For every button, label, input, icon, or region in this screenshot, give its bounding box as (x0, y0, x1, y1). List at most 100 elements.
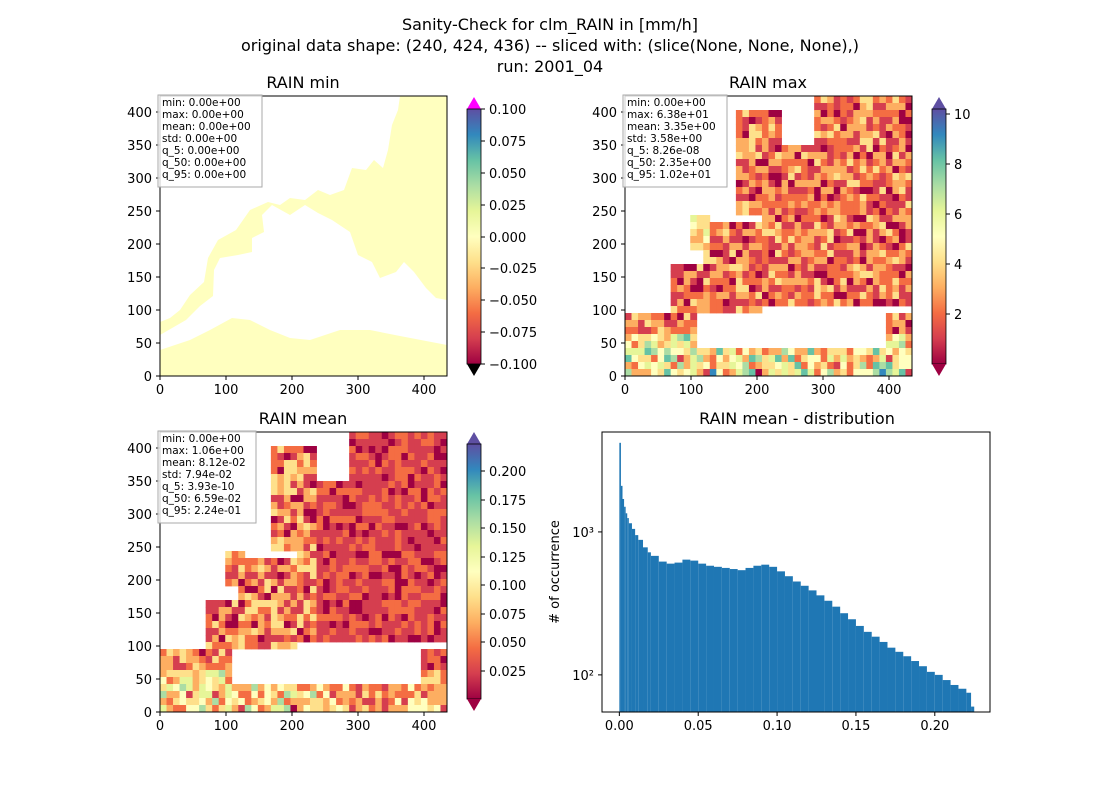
map-cell (898, 299, 906, 307)
map-cell (801, 229, 809, 237)
map-cell (885, 103, 893, 111)
map-cell (846, 131, 854, 139)
map-cell (898, 334, 906, 342)
map-cell (433, 607, 441, 615)
map-cell (859, 348, 867, 356)
map-cell (355, 635, 363, 643)
map-cell (735, 250, 743, 258)
map-cell (775, 292, 782, 300)
map-cell (296, 579, 304, 587)
map-cell (270, 474, 278, 482)
map-cell (696, 271, 704, 279)
map-cell (781, 257, 789, 265)
map-cell (683, 278, 691, 286)
map-cell (433, 488, 441, 496)
map-cell (323, 537, 330, 545)
map-cell (885, 215, 893, 223)
map-cell (827, 208, 835, 216)
map-cell (329, 544, 337, 552)
map-cell (775, 362, 782, 370)
map-cell (244, 614, 252, 622)
map-cell (283, 530, 291, 538)
map-cell (375, 460, 383, 468)
map-cell (892, 110, 900, 118)
map-cell (310, 698, 317, 706)
map-cell (696, 362, 704, 370)
map-cell (814, 117, 822, 125)
map-cell (362, 691, 370, 699)
map-cell (264, 614, 272, 622)
hist-bar (627, 518, 629, 712)
map-cell (440, 600, 448, 608)
map-cell (264, 572, 272, 580)
map-cell (388, 460, 396, 468)
map-cell (846, 250, 854, 258)
map-cell (833, 229, 841, 237)
map-cell (820, 362, 828, 370)
map-cell (270, 565, 278, 573)
map-cell (820, 236, 828, 244)
map-cell (638, 327, 645, 335)
map-cell (853, 103, 861, 111)
map-cell (440, 467, 448, 475)
map-cell (729, 250, 737, 258)
map-cell (768, 292, 776, 300)
map-cell (394, 558, 402, 566)
map-cell (368, 537, 376, 545)
map-cell (368, 439, 376, 447)
map-cell (735, 264, 743, 272)
map-cell (690, 341, 698, 349)
map-cell (414, 684, 422, 692)
map-cell (310, 579, 317, 587)
map-cell (827, 355, 835, 363)
map-cell (303, 593, 311, 601)
map-cell (748, 236, 756, 244)
hist-bar (628, 523, 632, 712)
map-cell (872, 278, 880, 286)
map-cell (349, 516, 357, 524)
map-cell (846, 292, 854, 300)
map-cell (807, 257, 815, 265)
map-cell (407, 432, 415, 440)
map-cell (368, 432, 376, 440)
map-cell (846, 348, 854, 356)
map-cell (179, 649, 187, 657)
map-cell (735, 187, 743, 195)
map-cell (833, 96, 841, 104)
map-cell (368, 516, 376, 524)
map-cell (407, 446, 415, 454)
map-cell (323, 530, 330, 538)
map-cell (722, 250, 730, 258)
map-cell (381, 516, 389, 524)
map-cell (794, 299, 802, 307)
map-cell (761, 124, 769, 132)
map-cell (872, 257, 880, 265)
map-cell (820, 117, 828, 125)
map-cell (355, 607, 363, 615)
map-cell (199, 656, 207, 664)
map-cell (898, 243, 906, 251)
map-cell (638, 320, 645, 328)
map-cell (310, 635, 317, 643)
map-cell (742, 152, 750, 160)
map-cell (336, 544, 344, 552)
map-cell (827, 159, 835, 167)
map-cell (277, 600, 285, 608)
map-cell (290, 698, 298, 706)
y-tick-mean-8: 400 (127, 442, 152, 457)
map-cell (638, 348, 645, 356)
map-cell (186, 663, 194, 671)
map-cell (827, 278, 835, 286)
map-cell (898, 187, 906, 195)
map-cell (866, 124, 874, 132)
map-cell (290, 509, 298, 517)
map-cell (407, 614, 415, 622)
map-cell (303, 572, 311, 580)
map-cell (859, 131, 867, 139)
map-cell (775, 222, 782, 230)
map-cell (316, 635, 324, 643)
map-cell (323, 558, 330, 566)
map-cell (414, 544, 422, 552)
map-cell (853, 257, 861, 265)
map-cell (440, 579, 448, 587)
